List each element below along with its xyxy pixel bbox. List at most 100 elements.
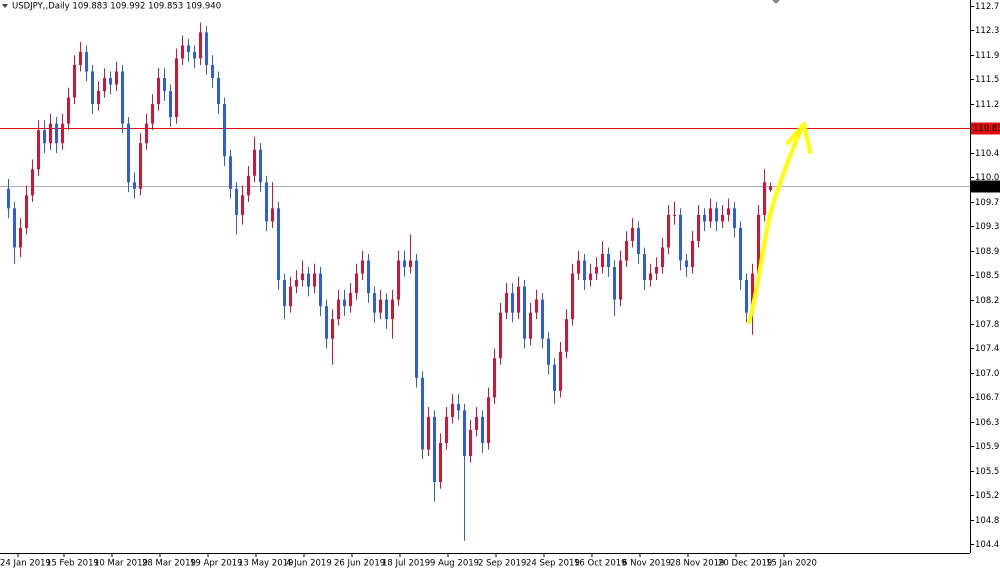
candle-body — [73, 64, 76, 98]
candle-body — [379, 299, 382, 313]
candle-body — [769, 186, 772, 190]
candle-body — [229, 156, 232, 189]
candle-body — [553, 364, 556, 391]
candle-body — [673, 214, 676, 216]
candle-body — [667, 214, 670, 248]
candle-body — [199, 32, 202, 59]
y-tick-label: 106.325 — [975, 418, 1000, 428]
candle-body — [331, 319, 334, 339]
x-tick-label: 16 Oct 2019 — [574, 559, 627, 569]
candle-body — [649, 273, 652, 281]
candle-body — [661, 247, 664, 268]
candle-body — [745, 280, 748, 313]
candle-body — [25, 195, 28, 228]
menu-icon[interactable] — [2, 4, 8, 8]
candle-body — [397, 260, 400, 300]
candle-body — [103, 78, 106, 92]
price-label: 109.940 — [973, 182, 1000, 192]
candle-body — [43, 130, 46, 144]
x-tick-label: 9 Aug 2019 — [430, 559, 479, 569]
candle-body — [367, 260, 370, 294]
candle-body — [601, 253, 604, 268]
candle-body — [355, 273, 358, 294]
candle-body — [175, 58, 178, 118]
candle-body — [385, 299, 388, 320]
candle-body — [439, 442, 442, 483]
candle-body — [325, 306, 328, 339]
candle-body — [247, 175, 250, 196]
x-tick-label: 2 Sep 2019 — [478, 559, 526, 569]
x-tick-label: 18 Jul 2019 — [382, 559, 430, 569]
candle-body — [691, 240, 694, 268]
candle-body — [193, 51, 196, 59]
candle-body — [313, 273, 316, 287]
candle-body — [481, 416, 484, 443]
candle-body — [163, 78, 166, 92]
annotation-arrow — [747, 122, 812, 324]
candle-body — [619, 260, 622, 300]
candle-body — [205, 32, 208, 65]
candle-body — [97, 91, 100, 105]
y-tick-label: 107.450 — [975, 344, 1000, 354]
x-tick-label: 4 Jun 2019 — [286, 559, 332, 569]
price-label: 110.833 — [973, 124, 1000, 134]
candle-body — [133, 182, 136, 189]
candle-body — [589, 273, 592, 281]
y-tick-label: 108.575 — [975, 271, 1000, 281]
x-tick-label: 10 Mar 2019 — [94, 559, 148, 569]
candle-body — [541, 299, 544, 339]
price-label-box — [971, 122, 1000, 135]
arrow-shaft — [747, 123, 805, 324]
y-tick-label: 107.825 — [975, 320, 1000, 330]
candle-body — [271, 208, 274, 222]
candle-body — [235, 188, 238, 215]
candle-body — [259, 149, 262, 183]
candle-body — [721, 214, 724, 222]
scroll-marker — [772, 0, 780, 4]
y-tick-label: 109.325 — [975, 222, 1000, 232]
y-tick-label: 107.075 — [975, 369, 1000, 379]
y-tick-label: 109.700 — [975, 198, 1000, 208]
candle-body — [421, 377, 424, 450]
candle-body — [463, 410, 466, 457]
candle-body — [373, 293, 376, 313]
x-tick-label: 19 Apr 2019 — [190, 559, 243, 569]
candle-body — [295, 280, 298, 287]
candle-body — [289, 286, 292, 307]
candle-body — [37, 130, 40, 170]
candle-body — [283, 280, 286, 307]
y-tick-label: 111.580 — [975, 75, 1000, 85]
candle-body — [607, 253, 610, 268]
candle-body — [343, 299, 346, 307]
candle-body — [127, 123, 130, 183]
candle-body — [535, 299, 538, 313]
candle-body — [115, 71, 118, 85]
candle-body — [739, 227, 742, 281]
candle-body — [139, 143, 142, 189]
candle-body — [253, 149, 256, 176]
candle-body — [151, 104, 154, 124]
y-tick-label: 104.450 — [975, 540, 1000, 550]
candle-body — [475, 416, 478, 430]
candle-body — [613, 267, 616, 300]
candle-body — [709, 208, 712, 222]
candle-body — [427, 416, 430, 450]
candle-body — [655, 267, 658, 274]
candle-body — [565, 319, 568, 352]
candle-body — [415, 260, 418, 378]
candle-body — [715, 208, 718, 222]
candle-body — [391, 299, 394, 320]
y-tick-label: 106.700 — [975, 393, 1000, 403]
candle-body — [697, 214, 700, 241]
candle-body — [685, 260, 688, 268]
candle-body — [451, 403, 454, 417]
candle-body — [511, 293, 514, 313]
candle-body — [445, 416, 448, 443]
candle-body — [583, 260, 586, 281]
x-tick-label: 15 Feb 2019 — [46, 559, 99, 569]
candle-body — [733, 208, 736, 228]
candle-body — [457, 403, 460, 411]
y-tick-label: 110.455 — [975, 149, 1000, 159]
candle-body — [571, 273, 574, 320]
